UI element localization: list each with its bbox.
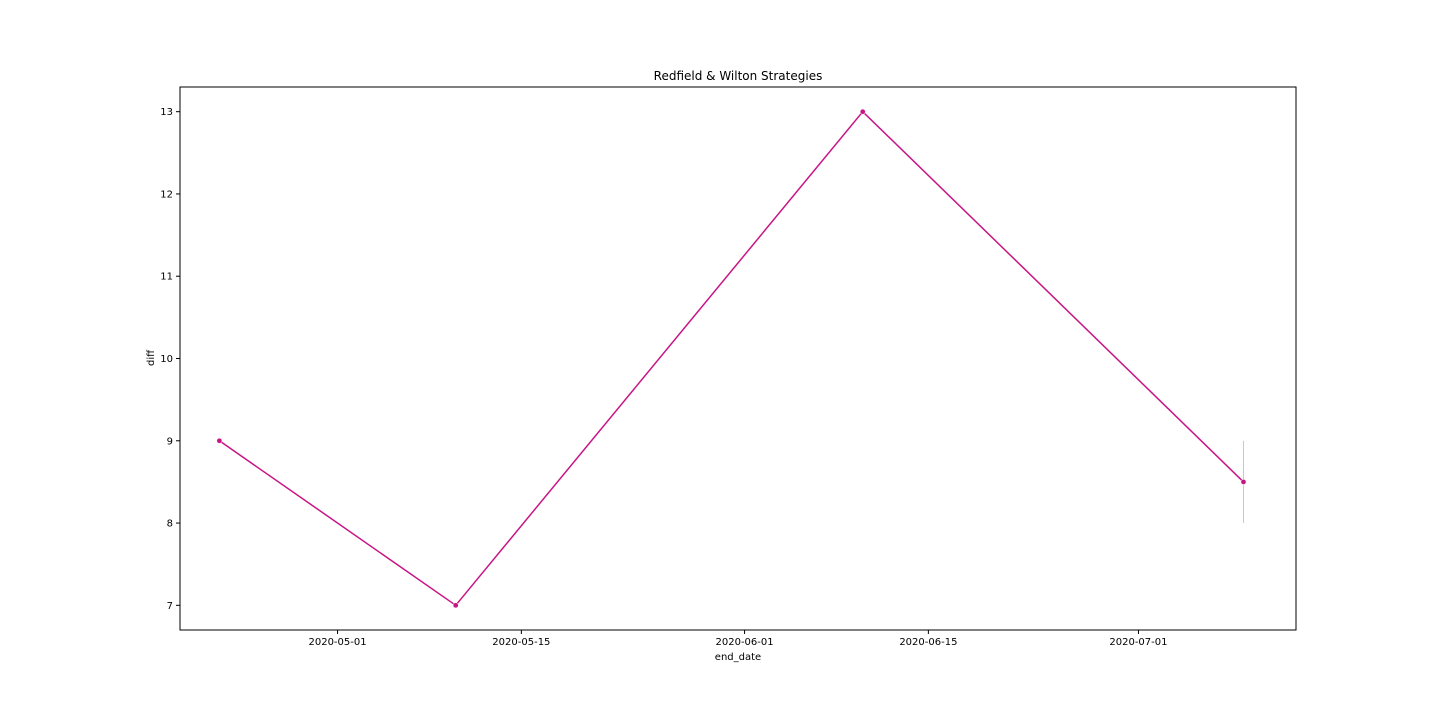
x-tick-label: 2020-06-01 [716, 637, 774, 648]
y-tick-label: 7 [167, 601, 173, 612]
x-tick-label: 2020-05-15 [492, 637, 550, 648]
y-tick-label: 12 [160, 189, 173, 200]
x-tick-label: 2020-07-01 [1109, 637, 1167, 648]
x-axis-label: end_date [715, 652, 761, 663]
y-tick-label: 11 [160, 272, 173, 283]
y-tick-label: 8 [167, 519, 173, 530]
x-axis: 2020-05-01 2020-05-15 2020-06-01 2020-06-15… [308, 630, 1168, 648]
series-line [218, 110, 1245, 607]
data-point [452, 602, 459, 609]
series-line-layer [218, 110, 1245, 607]
y-axis-label: diff [146, 349, 157, 366]
x-tick-label: 2020-06-15 [899, 637, 957, 648]
chart-title: Redfield & Wilton Strategies [654, 69, 823, 83]
data-point [216, 437, 223, 444]
data-point [1240, 479, 1247, 485]
y-tick-label: 10 [160, 354, 173, 365]
x-tick-label: 2020-05-01 [308, 637, 366, 648]
data-point [859, 108, 866, 115]
y-tick-label: 9 [167, 436, 173, 447]
data-points [216, 108, 1247, 609]
y-tick-label: 13 [160, 107, 173, 118]
y-axis: 7 8 9 10 11 12 13 [160, 107, 180, 612]
